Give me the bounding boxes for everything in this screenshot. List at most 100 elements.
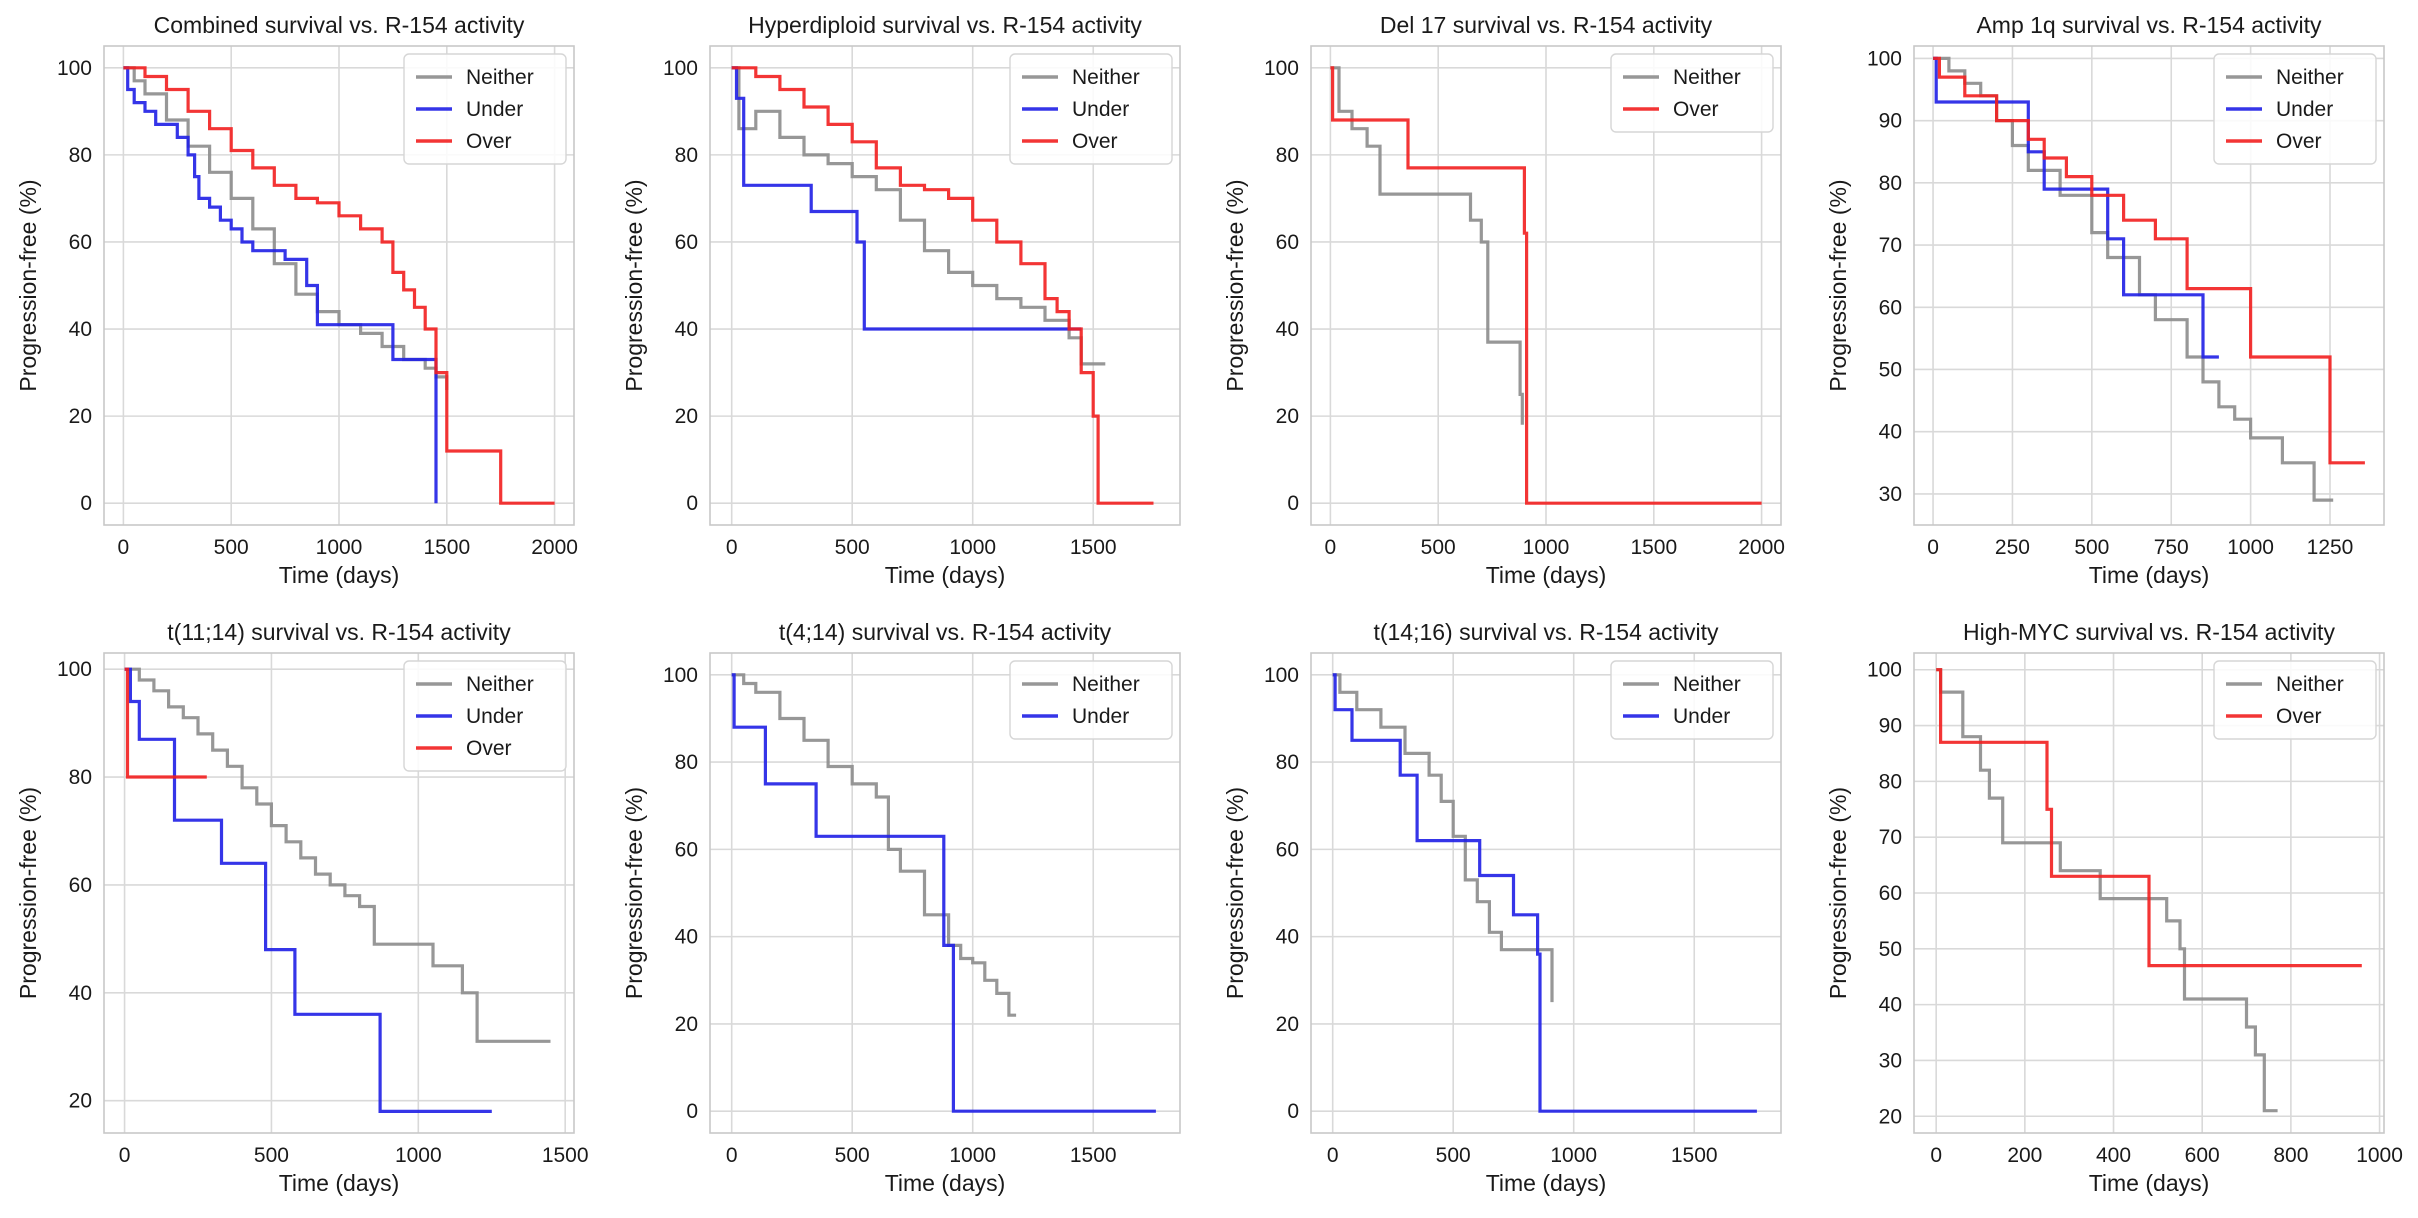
y-tick-label: 100 bbox=[663, 57, 698, 80]
legend-entry-over: Over bbox=[466, 737, 512, 760]
x-axis-label: Time (days) bbox=[885, 1170, 1006, 1196]
x-tick-label: 1000 bbox=[316, 536, 363, 559]
x-axis-label: Time (days) bbox=[279, 1170, 400, 1196]
y-axis-label: Progression-free (%) bbox=[1825, 179, 1851, 391]
chart-title: t(14;16) survival vs. R-154 activity bbox=[1373, 619, 1719, 645]
x-tick-label: 500 bbox=[835, 1144, 870, 1167]
series-line-under bbox=[1332, 673, 1757, 1113]
x-tick-label: 500 bbox=[214, 536, 249, 559]
x-axis-label: Time (days) bbox=[2089, 1170, 2210, 1196]
series-line-over bbox=[123, 66, 555, 505]
legend: Neither Over bbox=[2213, 660, 2377, 740]
y-tick-label: 60 bbox=[1276, 231, 1299, 254]
chart-panel-6: 0 500 1000 1500 0 20 40 60 80 100 t(4;14) survival… bbox=[621, 619, 1181, 1196]
x-tick-label: 0 bbox=[1325, 536, 1337, 559]
x-tick-label: 1500 bbox=[1070, 536, 1117, 559]
y-tick-label: 80 bbox=[1276, 144, 1299, 167]
x-tick-label: 1000 bbox=[1550, 1144, 1597, 1167]
series-line-under bbox=[1933, 56, 2219, 359]
x-tick-label: 400 bbox=[2096, 1144, 2131, 1167]
legend: Neither Under Over bbox=[1009, 53, 1173, 165]
x-axis-label: Time (days) bbox=[2089, 562, 2210, 588]
y-axis-label: Progression-free (%) bbox=[15, 179, 41, 391]
plot-frame bbox=[709, 652, 1181, 1134]
y-tick-label: 50 bbox=[1879, 938, 1902, 961]
legend-entry-under: Under bbox=[2276, 98, 2333, 121]
y-tick-label: 100 bbox=[1264, 57, 1299, 80]
y-tick-label: 0 bbox=[686, 492, 698, 515]
y-tick-label: 0 bbox=[686, 1100, 698, 1123]
x-tick-label: 500 bbox=[2074, 536, 2109, 559]
y-tick-label: 80 bbox=[675, 144, 698, 167]
x-tick-label: 1000 bbox=[2227, 536, 2274, 559]
y-tick-label: 20 bbox=[675, 1013, 698, 1036]
series-line-under bbox=[731, 673, 1156, 1113]
y-tick-label: 70 bbox=[1879, 826, 1902, 849]
y-tick-label: 60 bbox=[675, 838, 698, 861]
y-tick-label: 90 bbox=[1879, 110, 1902, 133]
series-line-neither bbox=[1332, 673, 1554, 1003]
y-tick-label: 30 bbox=[1879, 483, 1902, 506]
y-tick-label: 80 bbox=[675, 751, 698, 774]
y-tick-label: 40 bbox=[69, 982, 92, 1005]
y-tick-label: 100 bbox=[57, 57, 92, 80]
legend-box bbox=[403, 660, 567, 772]
y-tick-label: 0 bbox=[1287, 492, 1299, 515]
legend-entry-over: Over bbox=[1072, 130, 1118, 153]
x-tick-label: 200 bbox=[2007, 1144, 2042, 1167]
legend-entry-neither: Neither bbox=[2276, 673, 2344, 696]
y-tick-label: 60 bbox=[69, 231, 92, 254]
series-line-over bbox=[731, 66, 1154, 505]
y-tick-label: 80 bbox=[1879, 770, 1902, 793]
chart-title: Del 17 survival vs. R-154 activity bbox=[1380, 12, 1713, 38]
x-tick-label: 800 bbox=[2273, 1144, 2308, 1167]
x-tick-label: 250 bbox=[1995, 536, 2030, 559]
y-tick-label: 40 bbox=[1276, 318, 1299, 341]
chart-panel-2: 0 500 1000 1500 0 20 40 60 80 100 Hyperdiploid sur… bbox=[621, 12, 1181, 588]
y-tick-label: 40 bbox=[1276, 926, 1299, 949]
x-tick-label: 2000 bbox=[531, 536, 578, 559]
plot-frame bbox=[1310, 652, 1782, 1134]
legend-entry-neither: Neither bbox=[2276, 66, 2344, 89]
x-tick-label: 2000 bbox=[1738, 536, 1785, 559]
y-tick-label: 90 bbox=[1879, 715, 1902, 738]
legend-entry-neither: Neither bbox=[466, 673, 534, 696]
chart-title: High-MYC survival vs. R-154 activity bbox=[1963, 619, 2335, 645]
plot-frame bbox=[1310, 45, 1782, 526]
y-axis-label: Progression-free (%) bbox=[621, 787, 647, 999]
x-tick-label: 500 bbox=[835, 536, 870, 559]
legend: Neither Under Over bbox=[403, 660, 567, 772]
y-tick-label: 100 bbox=[1867, 659, 1902, 682]
x-tick-label: 1500 bbox=[1630, 536, 1677, 559]
y-tick-label: 40 bbox=[675, 318, 698, 341]
x-tick-label: 1500 bbox=[542, 1144, 589, 1167]
y-tick-label: 40 bbox=[1879, 421, 1902, 444]
x-tick-label: 1000 bbox=[949, 536, 996, 559]
chart-title: Combined survival vs. R-154 activity bbox=[154, 12, 525, 38]
series-line-neither bbox=[731, 673, 1017, 1017]
y-tick-label: 60 bbox=[1879, 882, 1902, 905]
x-tick-label: 0 bbox=[1930, 1144, 1942, 1167]
plot-frame bbox=[103, 652, 575, 1134]
series-line-over bbox=[1330, 66, 1762, 505]
chart-panel-1: 0 500 1000 1500 2000 0 20 40 60 80 100 Combined sur… bbox=[15, 12, 578, 588]
y-tick-label: 100 bbox=[663, 664, 698, 687]
legend-entry-under: Under bbox=[1072, 705, 1129, 728]
y-tick-label: 20 bbox=[1276, 405, 1299, 428]
chart-title: Amp 1q survival vs. R-154 activity bbox=[1976, 12, 2322, 38]
y-tick-label: 60 bbox=[69, 874, 92, 897]
y-tick-label: 0 bbox=[80, 492, 92, 515]
legend: Neither Under Over bbox=[2213, 53, 2377, 165]
y-tick-label: 80 bbox=[1276, 751, 1299, 774]
x-tick-label: 500 bbox=[254, 1144, 289, 1167]
y-tick-label: 100 bbox=[1867, 47, 1902, 70]
x-tick-label: 1000 bbox=[949, 1144, 996, 1167]
legend: Neither Under bbox=[1610, 660, 1774, 740]
plot-frame bbox=[103, 45, 575, 526]
legend-box bbox=[2213, 53, 2377, 165]
series-line-neither bbox=[731, 66, 1106, 366]
y-tick-label: 60 bbox=[675, 231, 698, 254]
series-line-under bbox=[123, 66, 438, 504]
legend: Neither Over bbox=[1610, 53, 1774, 133]
y-tick-label: 20 bbox=[69, 1090, 92, 1113]
